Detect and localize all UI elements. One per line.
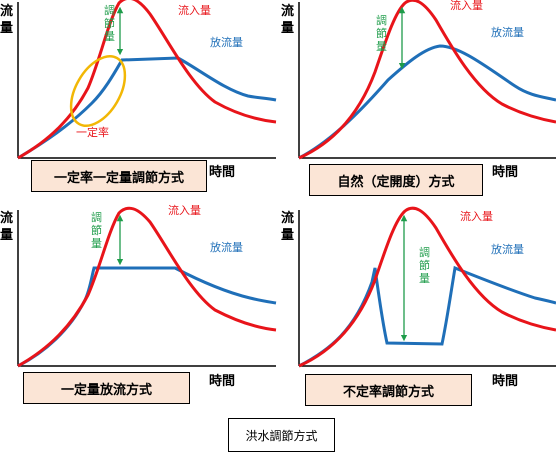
panel-fixed-rate-fixed-amount: 流 量 調節量 流入量 放流量 一定率 時間: [0, 0, 277, 180]
inflow-curve: [17, 0, 277, 160]
regulation-label: 調節量: [376, 13, 387, 53]
svg-text:節: 節: [419, 258, 430, 272]
svg-text:調: 調: [91, 210, 102, 224]
method-label-4: 不定率調節方式: [305, 374, 472, 406]
method-label-2: 自然（定開度）方式: [309, 164, 483, 196]
inflow-curve: [298, 0, 556, 160]
inflow-label: 流入量: [168, 203, 201, 217]
regulation-label: 調節量: [91, 210, 102, 250]
x-axis-label: 時間: [492, 164, 518, 180]
x-axis-label: 時間: [209, 373, 235, 389]
y-axis-label-3a: 流: [0, 210, 13, 226]
figure-caption: 洪水調節方式: [228, 418, 335, 452]
svg-text:調: 調: [376, 13, 387, 27]
outflow-curve: [298, 44, 556, 160]
panel-variable-rate: 流 量 流入量 放流量 時間 調節量: [281, 206, 556, 389]
regulation-label: 調節量: [419, 245, 430, 285]
outflow-label: 放流量: [491, 242, 524, 256]
inflow-curve: [298, 206, 556, 368]
y-axis-label-4a: 流: [281, 210, 294, 226]
y-axis-label-4b: 量: [281, 228, 294, 243]
outflow-label: 放流量: [210, 240, 243, 254]
y-axis-label-2b: 量: [281, 21, 294, 36]
svg-text:量: 量: [419, 272, 430, 285]
svg-text:量: 量: [91, 237, 102, 250]
outflow-curve: [17, 56, 277, 160]
panel-natural-fixed-opening: 流 量 流入量 放流量 時間 調節量: [281, 0, 556, 180]
y-axis-label-2a: 流: [281, 3, 294, 19]
svg-text:節: 節: [376, 26, 387, 40]
x-axis-label: 時間: [209, 164, 235, 180]
inflow-label: 流入量: [460, 209, 493, 223]
regulation-label: 調節量: [104, 3, 115, 43]
svg-text:量: 量: [104, 30, 115, 43]
method-label-1: 一定率一定量調節方式: [31, 160, 207, 192]
outflow-curve: [17, 266, 277, 368]
fixed-rate-marker-label: 一定率: [76, 125, 109, 139]
svg-text:調: 調: [419, 245, 430, 259]
svg-text:節: 節: [91, 223, 102, 237]
svg-text:調: 調: [104, 3, 115, 17]
panel-fixed-discharge: 流 量 流入量 放流量 時間 調節量: [0, 203, 277, 389]
method-label-3: 一定量放流方式: [23, 372, 190, 404]
y-axis-label-1a: 流: [0, 3, 13, 19]
y-axis-label-1b: 量: [0, 21, 13, 36]
inflow-curve: [17, 206, 277, 368]
inflow-label: 流入量: [450, 0, 483, 12]
svg-text:量: 量: [376, 40, 387, 53]
inflow-label: 流入量: [178, 3, 211, 17]
outflow-label: 放流量: [491, 25, 524, 39]
x-axis-label: 時間: [492, 373, 518, 389]
y-axis-label-3b: 量: [0, 228, 13, 243]
svg-text:節: 節: [104, 16, 115, 30]
fixed-rate-marker-ellipse: [69, 55, 127, 127]
outflow-label: 放流量: [210, 35, 243, 49]
